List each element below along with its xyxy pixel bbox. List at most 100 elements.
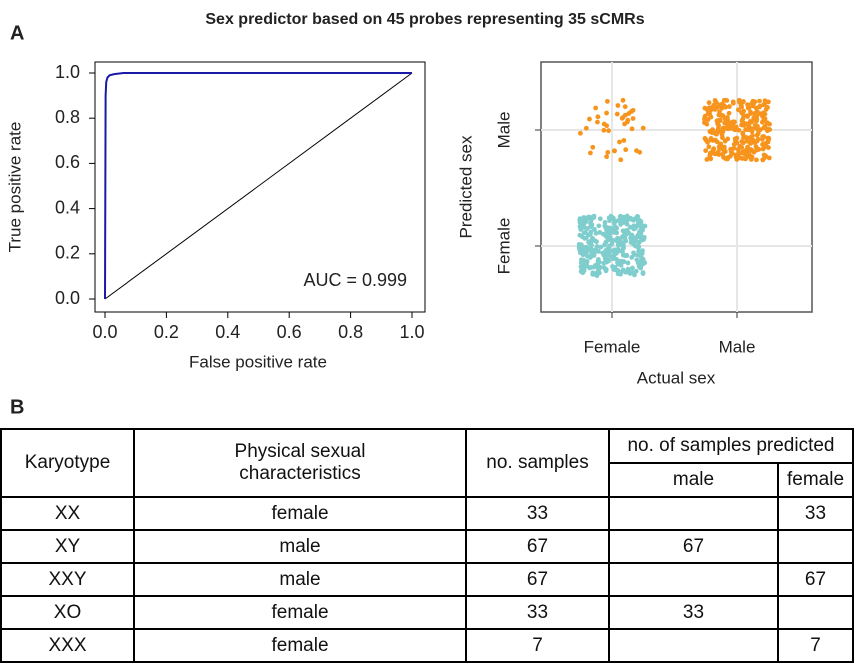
data-point (706, 144, 712, 150)
data-point (702, 105, 708, 111)
x-tick-label: 0.4 (215, 322, 240, 342)
data-point (750, 137, 756, 143)
auc-annotation: AUC = 0.999 (303, 270, 407, 290)
table-cell (777, 595, 854, 630)
table-cell: male (133, 562, 467, 597)
data-point (725, 136, 731, 142)
data-point (620, 97, 626, 103)
data-point (605, 225, 610, 231)
karyotype-table: Karyotype Physical sexual characteristic… (0, 428, 854, 663)
data-point (617, 271, 623, 277)
data-point (730, 119, 736, 125)
y-tick-label: 0.2 (55, 243, 80, 263)
data-point (603, 267, 609, 272)
data-point (725, 123, 731, 128)
data-point (614, 225, 620, 231)
data-point (631, 250, 636, 256)
table-cell: 67 (608, 529, 779, 564)
data-point (614, 111, 620, 117)
data-point (631, 226, 637, 232)
data-point (629, 232, 635, 238)
data-point (617, 139, 622, 145)
data-point (617, 258, 623, 264)
table-cell (608, 496, 779, 531)
data-point (633, 268, 639, 274)
data-point (636, 248, 642, 254)
data-point (719, 113, 725, 118)
data-point (749, 126, 754, 131)
data-point (596, 223, 602, 229)
data-point (605, 150, 611, 155)
data-point (730, 99, 736, 105)
y-axis-label: Predicted sex (456, 135, 475, 238)
data-point (754, 126, 760, 132)
data-point (766, 135, 772, 141)
data-point (705, 139, 710, 145)
x-tick-label: Female (584, 337, 641, 356)
data-point (638, 224, 644, 230)
data-point (598, 244, 604, 250)
data-point (605, 98, 610, 104)
data-point (707, 129, 713, 134)
data-point (754, 147, 760, 153)
data-point (760, 142, 765, 147)
data-point (610, 256, 616, 262)
data-point (737, 143, 743, 149)
data-point (608, 213, 614, 219)
data-point (582, 235, 587, 241)
x-tick-label: 0.0 (92, 322, 117, 342)
table-cell: male (133, 529, 467, 564)
data-point (752, 122, 758, 128)
data-point (606, 128, 612, 134)
data-point (612, 148, 617, 154)
data-point (587, 116, 592, 122)
data-point (723, 97, 728, 103)
data-point (640, 270, 646, 275)
data-point (712, 98, 718, 103)
data-point (626, 111, 632, 116)
data-point (594, 239, 599, 245)
table-cell: 33 (465, 595, 610, 630)
data-point (623, 147, 629, 153)
data-point (605, 252, 611, 258)
data-point (745, 114, 750, 120)
data-point (577, 250, 583, 256)
data-point (593, 105, 599, 111)
data-point (726, 104, 732, 109)
data-point (621, 137, 627, 143)
data-point (740, 140, 746, 146)
data-point (622, 104, 628, 110)
data-point (585, 215, 591, 221)
data-point (596, 260, 602, 266)
data-point (642, 223, 648, 229)
data-point (603, 248, 609, 253)
data-point (635, 260, 641, 266)
data-point (748, 141, 754, 146)
data-point (750, 133, 755, 139)
table-cell: female (133, 496, 467, 531)
data-point (755, 136, 761, 142)
subheader-cell: female (777, 462, 854, 498)
data-point (622, 121, 628, 127)
data-point (741, 122, 747, 128)
data-point (641, 234, 647, 240)
data-point (584, 263, 590, 269)
data-point (747, 148, 753, 154)
data-point (706, 100, 712, 106)
data-point (596, 270, 602, 276)
data-point (751, 101, 756, 107)
data-point (741, 113, 746, 118)
diagonal (104, 72, 413, 300)
data-point (764, 105, 770, 110)
data-point (630, 116, 636, 121)
data-point (637, 149, 643, 155)
data-point (577, 224, 583, 229)
x-axis-label: Actual sex (637, 368, 716, 387)
data-point (597, 264, 603, 270)
data-point (712, 107, 718, 112)
data-point (620, 220, 626, 225)
data-point (764, 128, 770, 134)
data-point (620, 115, 626, 120)
data-point (749, 119, 755, 125)
data-point (720, 151, 726, 157)
